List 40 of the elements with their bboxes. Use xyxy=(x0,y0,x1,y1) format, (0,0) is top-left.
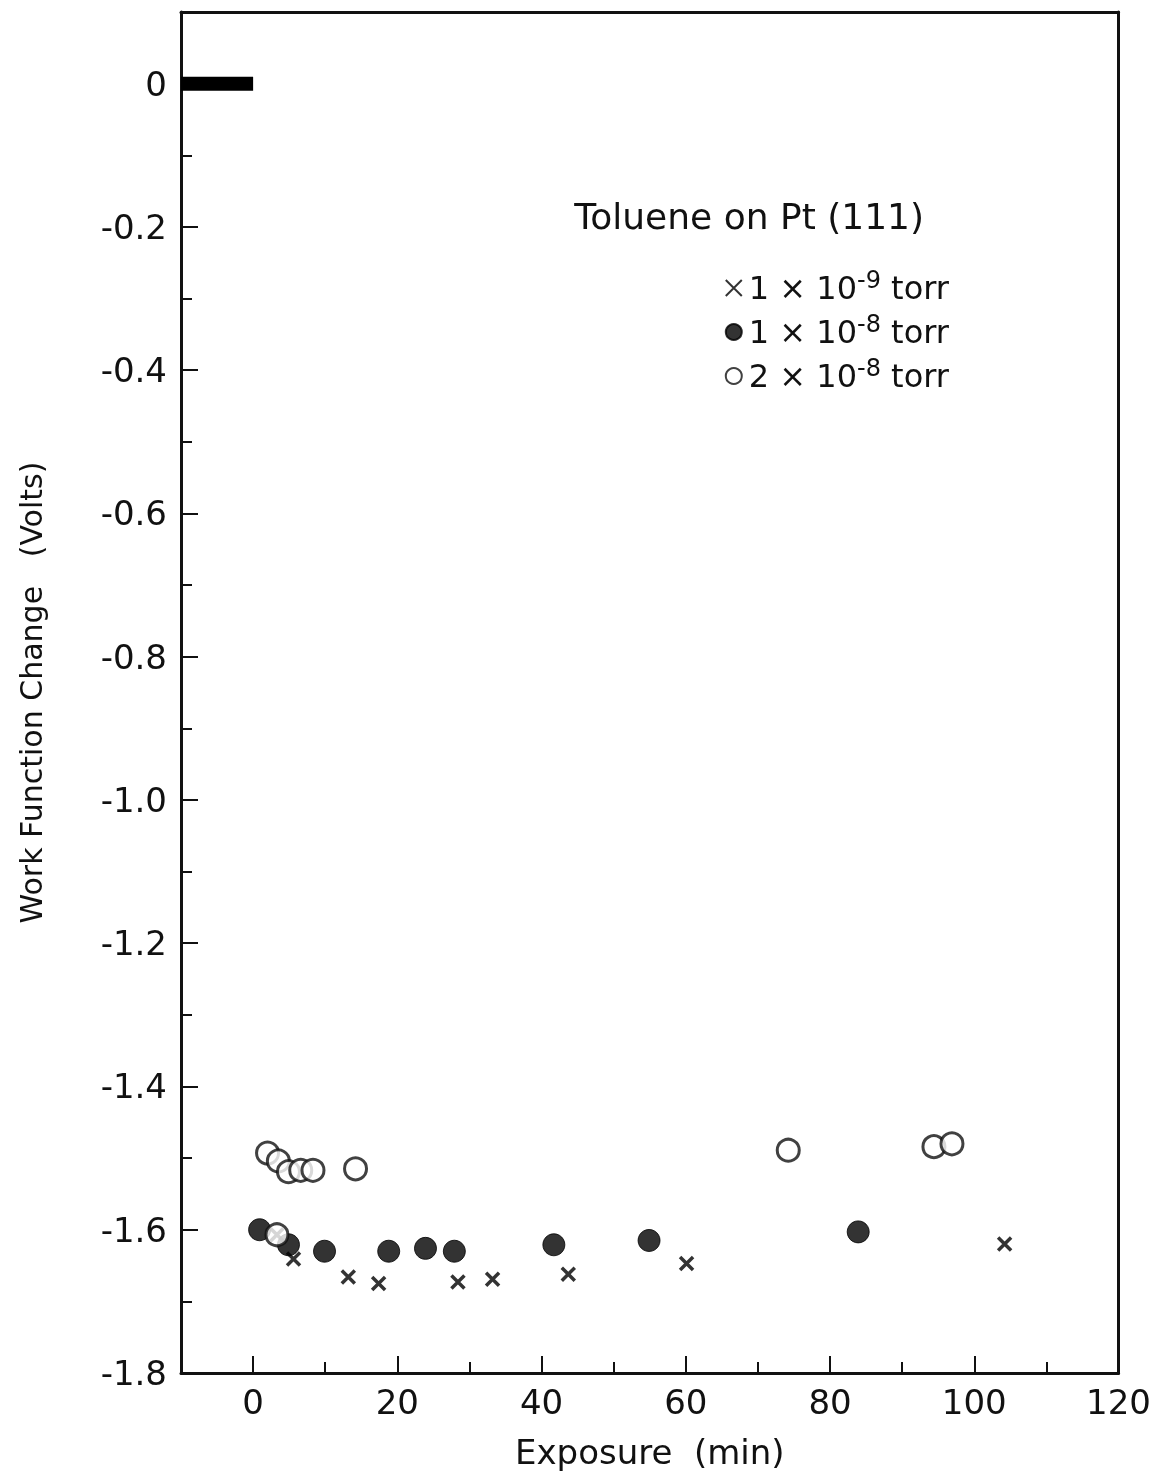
x-tick-label: 120 xyxy=(1086,1382,1152,1422)
x-tick-label: 80 xyxy=(808,1382,852,1422)
y-tick-label: -1.2 xyxy=(100,923,167,964)
y-tick-label: -1.6 xyxy=(100,1209,167,1250)
x-axis-title: Exposure (min) xyxy=(514,1432,785,1472)
point xyxy=(542,1233,566,1257)
x-tick-label: 60 xyxy=(664,1382,708,1422)
point xyxy=(637,1228,661,1252)
point xyxy=(340,1268,357,1286)
y-tick-label: 0 xyxy=(145,63,167,104)
point xyxy=(442,1239,466,1263)
point xyxy=(343,1156,369,1182)
y-tick-label: -0.8 xyxy=(100,636,167,677)
x-tick-label: 20 xyxy=(375,1382,419,1422)
point xyxy=(300,1157,326,1183)
point xyxy=(377,1239,401,1263)
legend-title: Toluene on Pt (111) xyxy=(573,195,925,237)
point xyxy=(449,1273,467,1291)
point xyxy=(775,1137,801,1163)
point xyxy=(678,1255,695,1272)
point xyxy=(264,1222,290,1248)
x-tick-label: 0 xyxy=(242,1382,264,1422)
y-tick-label: -0.2 xyxy=(100,206,167,247)
y-tick-label: -0.6 xyxy=(100,493,167,534)
point xyxy=(560,1265,577,1283)
point xyxy=(484,1270,501,1288)
point xyxy=(846,1220,870,1244)
point xyxy=(370,1275,387,1292)
point xyxy=(414,1236,437,1260)
y-tick-label: -1.8 xyxy=(100,1353,167,1393)
y-tick-label: -0.4 xyxy=(100,350,167,391)
y-tick-label: -1.0 xyxy=(100,779,167,820)
point xyxy=(313,1239,337,1263)
x-tick-label: 100 xyxy=(941,1382,1007,1422)
x-tick-label: 40 xyxy=(519,1382,564,1422)
point xyxy=(996,1235,1013,1253)
point xyxy=(939,1131,965,1157)
y-axis-title: Work Function Change (Volts) xyxy=(13,461,49,924)
y-tick-label: -1.4 xyxy=(100,1066,167,1107)
point xyxy=(285,1250,302,1268)
